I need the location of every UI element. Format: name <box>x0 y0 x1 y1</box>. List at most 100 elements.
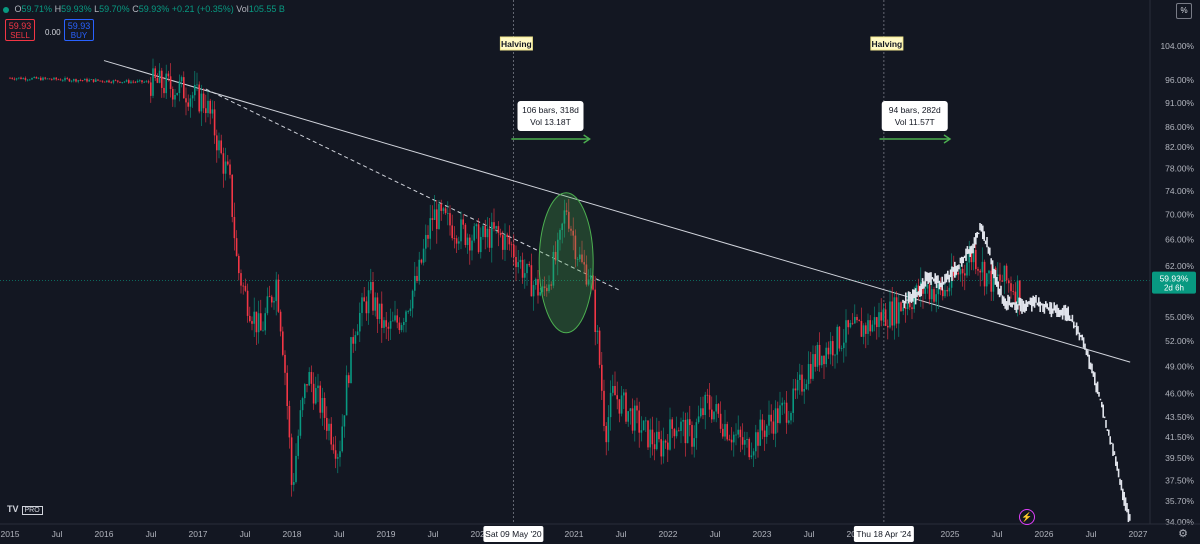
candle <box>132 81 134 83</box>
candle <box>860 320 863 337</box>
candle <box>554 251 557 261</box>
buy-button[interactable]: 59.93 BUY <box>64 19 94 41</box>
candle <box>158 70 161 83</box>
candle <box>812 354 814 379</box>
candle <box>772 421 775 434</box>
candle <box>713 411 715 420</box>
candle <box>244 285 247 291</box>
candle <box>678 430 680 432</box>
change-value: +0.21 (+0.35%) <box>171 4 234 14</box>
candle <box>992 267 995 292</box>
cursor-date-bg <box>853 526 914 542</box>
candle <box>18 77 20 79</box>
candle <box>433 209 436 220</box>
trendline-solid <box>103 60 1131 363</box>
candle <box>251 321 253 324</box>
candle <box>508 236 511 245</box>
candle <box>24 78 27 80</box>
halving-label: Halving <box>872 39 903 49</box>
candle <box>799 374 801 380</box>
candle <box>631 408 634 431</box>
percent-scale-button[interactable]: % <box>1176 3 1192 19</box>
highlight-ellipse <box>538 192 594 334</box>
candle <box>224 161 227 174</box>
annotations: Halving Halving 106 bars, 318d Vol 13.18T 94… <box>499 36 952 334</box>
candle <box>31 77 33 80</box>
candle <box>583 262 585 265</box>
candle <box>645 420 647 422</box>
candle <box>607 417 610 443</box>
candle <box>717 404 720 414</box>
candle <box>851 322 854 324</box>
candle <box>352 337 354 344</box>
candle <box>664 440 667 443</box>
candle <box>695 422 698 439</box>
candle <box>15 78 18 80</box>
candle <box>246 290 249 316</box>
candle <box>823 355 825 365</box>
candle <box>350 337 352 384</box>
candle <box>675 430 678 437</box>
status-dot-icon <box>3 6 9 13</box>
candle <box>414 275 416 291</box>
candle <box>145 81 148 83</box>
candle <box>506 234 508 237</box>
candle <box>257 313 260 333</box>
candle <box>262 330 264 332</box>
candle <box>937 284 940 295</box>
candle <box>37 77 40 79</box>
candle <box>66 77 68 79</box>
candle <box>337 457 339 459</box>
y-tick-label: 74.00% <box>1165 186 1194 196</box>
candle <box>653 444 656 450</box>
candle <box>97 79 99 81</box>
candle <box>590 275 592 280</box>
candle <box>880 312 882 321</box>
candle <box>275 279 277 302</box>
sell-button[interactable]: 59.93 SELL <box>5 19 35 41</box>
candle <box>755 432 757 452</box>
candle <box>484 226 486 238</box>
candle <box>735 434 737 436</box>
candle <box>455 238 458 244</box>
candle <box>818 344 821 366</box>
candle <box>849 322 852 328</box>
candle <box>834 354 836 356</box>
candles <box>9 58 1021 497</box>
candle <box>392 320 394 322</box>
candle <box>708 395 711 410</box>
candle <box>684 419 687 444</box>
tradingview-logo[interactable]: TV PRO <box>7 504 43 515</box>
candle <box>11 77 13 79</box>
candle <box>530 265 533 297</box>
candle <box>101 80 104 82</box>
candle <box>341 426 343 452</box>
zap-icon[interactable]: ⚡ <box>1019 509 1035 525</box>
buy-price: 59.93 <box>67 21 91 31</box>
candle <box>959 268 962 275</box>
halving-lines <box>512 0 885 524</box>
candle <box>152 68 154 96</box>
candle <box>979 270 981 273</box>
candle <box>966 262 968 276</box>
candle <box>165 73 167 94</box>
gear-icon[interactable]: ⚙ <box>1178 528 1188 540</box>
candle <box>673 428 676 437</box>
candle <box>156 77 159 83</box>
candle <box>878 312 880 328</box>
candle <box>917 285 920 295</box>
x-tick-label: Jul <box>1086 529 1097 539</box>
candle <box>403 322 405 326</box>
candle <box>794 388 797 391</box>
candle <box>689 419 691 426</box>
candle <box>9 77 11 79</box>
x-tick-label: Jul <box>992 529 1003 539</box>
candle <box>975 249 977 270</box>
candle <box>856 316 858 321</box>
candle <box>858 320 860 321</box>
candle <box>634 405 636 431</box>
x-tick-label: 2026 <box>1035 529 1054 539</box>
measure-vol-label: Vol 13.18T <box>530 117 571 127</box>
candle <box>407 311 409 312</box>
